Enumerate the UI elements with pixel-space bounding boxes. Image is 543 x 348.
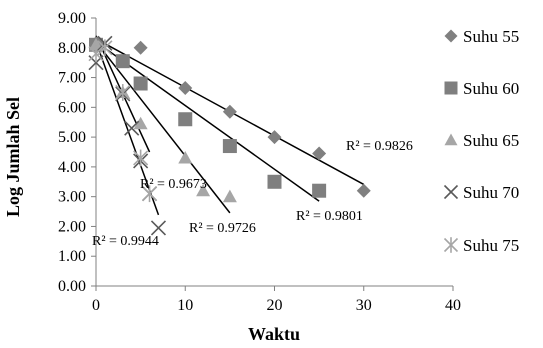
legend-marker	[444, 133, 458, 146]
trendline	[95, 41, 160, 216]
data-point	[89, 37, 103, 51]
x-tick-label: 40	[445, 297, 461, 314]
data-point	[141, 185, 158, 203]
data-point	[88, 45, 104, 63]
y-tick-label: 4.00	[58, 159, 86, 176]
data-point-stroke	[150, 220, 167, 236]
y-tick-label: 5.00	[58, 129, 86, 146]
legend-marker	[443, 184, 459, 200]
data-markers	[88, 35, 371, 236]
data-point	[267, 130, 282, 145]
y-tick-label: 3.00	[58, 189, 86, 206]
x-axis-title: Waktu	[248, 324, 300, 344]
legend-marker-stroke	[443, 184, 459, 200]
data-point	[222, 139, 237, 154]
data-point	[133, 149, 149, 167]
data-point	[150, 220, 167, 236]
legend-marker	[443, 237, 459, 253]
y-tick-label: 1.00	[58, 248, 86, 265]
r2-label: R² = 0.9726	[189, 221, 256, 236]
y-tick-label: 8.00	[58, 40, 86, 57]
data-point	[178, 150, 193, 164]
data-point	[312, 146, 327, 161]
trendline	[95, 41, 231, 214]
y-tick-label: 6.00	[58, 99, 86, 116]
data-point	[222, 189, 237, 203]
r2-label: R² = 0.9826	[346, 139, 413, 154]
data-point	[178, 80, 193, 95]
data-point	[178, 112, 193, 127]
data-point	[133, 116, 148, 130]
legend: Suhu 55 Suhu 60 Suhu 65 Suhu 70 Suhu 75	[443, 27, 519, 255]
y-tick-label: 9.00	[58, 10, 86, 27]
data-point	[312, 183, 327, 198]
trendline	[95, 41, 320, 202]
data-point	[133, 40, 148, 55]
legend-label: Suhu 75	[463, 236, 519, 255]
legend-marker	[444, 29, 458, 43]
data-point	[196, 183, 211, 197]
x-tick-label: 30	[356, 297, 372, 314]
y-axis-title: Log Jumlah Sel	[3, 97, 23, 217]
data-point-stroke	[124, 120, 140, 136]
r2-label: R² = 0.9673	[140, 177, 207, 192]
legend-label: Suhu 55	[463, 27, 519, 46]
data-point	[97, 39, 113, 57]
legend-marker	[444, 81, 458, 95]
data-point	[267, 174, 282, 189]
data-point	[222, 104, 237, 119]
data-point	[115, 84, 131, 101]
x-tick-label: 0	[92, 297, 100, 314]
legend-label: Suhu 60	[463, 79, 519, 98]
data-point	[124, 120, 140, 136]
legend-label: Suhu 70	[463, 183, 519, 202]
data-point	[356, 183, 371, 198]
y-tick-label: 0.00	[58, 278, 86, 295]
r2-label: R² = 0.9801	[296, 209, 363, 224]
chart-axes: 0.00 1.00 2.00 3.00 4.00 5.00 6.00 7.00 8.00 9.00…	[58, 10, 461, 314]
r2-label: R² = 0.9944	[92, 234, 159, 249]
r2-labels: R² = 0.9826 R² = 0.9801 R² = 0.9673 R² = 0.…	[92, 139, 413, 249]
y-tick-label: 7.00	[58, 70, 86, 87]
data-point	[133, 76, 148, 91]
y-tick-label: 2.00	[58, 218, 86, 235]
data-point	[115, 54, 130, 69]
legend-label: Suhu 65	[463, 131, 519, 150]
x-tick-label: 10	[177, 297, 193, 314]
x-tick-label: 20	[267, 297, 283, 314]
